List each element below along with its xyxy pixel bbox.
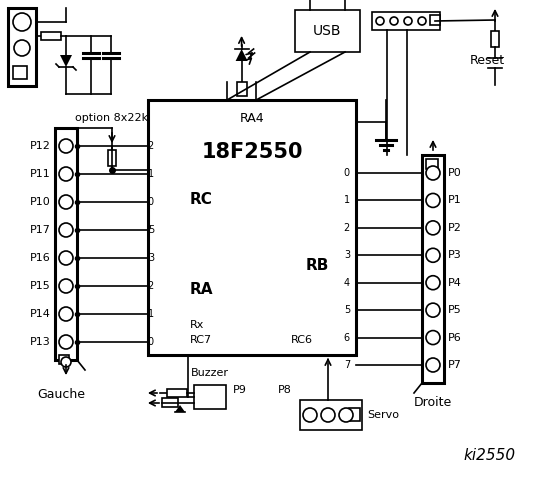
Circle shape [59, 335, 73, 349]
Text: 2: 2 [344, 223, 350, 233]
Bar [8, 8, 36, 86]
Text: P8: P8 [278, 385, 292, 395]
Text: 3: 3 [148, 253, 154, 263]
Bar [426, 159, 438, 169]
Polygon shape [60, 55, 72, 67]
Circle shape [59, 167, 73, 181]
Text: 2: 2 [148, 281, 154, 291]
Text: RC7: RC7 [190, 335, 212, 345]
Circle shape [426, 193, 440, 207]
Text: Droite: Droite [414, 396, 452, 409]
Bar [55, 128, 77, 360]
Circle shape [321, 408, 335, 422]
Circle shape [303, 408, 317, 422]
Circle shape [59, 223, 73, 237]
Circle shape [426, 358, 440, 372]
Text: 5: 5 [148, 225, 154, 235]
Circle shape [426, 248, 440, 262]
Polygon shape [236, 49, 248, 61]
Text: 0: 0 [148, 197, 154, 207]
Circle shape [376, 17, 384, 25]
Text: USB: USB [313, 24, 342, 38]
Text: 1: 1 [344, 195, 350, 205]
Text: Rx: Rx [190, 320, 205, 330]
Text: P6: P6 [448, 333, 462, 343]
Text: RC6: RC6 [291, 335, 313, 345]
Text: 1: 1 [148, 169, 154, 179]
Circle shape [426, 221, 440, 235]
Text: ki2550: ki2550 [464, 447, 516, 463]
Text: 1: 1 [148, 309, 154, 319]
Text: Gauche: Gauche [37, 388, 85, 401]
Text: 18F2550: 18F2550 [201, 142, 302, 162]
Text: P2: P2 [448, 223, 462, 233]
Circle shape [59, 279, 73, 293]
Circle shape [14, 40, 30, 56]
Text: P16: P16 [30, 253, 51, 263]
Text: Reset: Reset [469, 53, 504, 67]
Circle shape [426, 331, 440, 345]
Text: P9: P9 [233, 385, 247, 395]
Text: P1: P1 [448, 195, 462, 205]
Text: 2: 2 [148, 141, 154, 151]
Text: RA4: RA4 [239, 111, 264, 124]
Circle shape [59, 139, 73, 153]
Bar [300, 400, 362, 430]
Text: RA: RA [190, 283, 213, 298]
Circle shape [418, 17, 426, 25]
Circle shape [339, 408, 353, 422]
Bar [167, 389, 187, 397]
Bar [295, 10, 360, 52]
Text: option 8x22k: option 8x22k [75, 113, 149, 123]
Bar [41, 32, 61, 40]
Text: 5: 5 [344, 305, 350, 315]
Text: P15: P15 [30, 281, 51, 291]
Bar [13, 66, 27, 79]
Text: 0: 0 [344, 168, 350, 178]
Bar [108, 150, 116, 166]
Bar [430, 15, 440, 25]
Circle shape [61, 357, 71, 367]
Text: P5: P5 [448, 305, 462, 315]
Bar [59, 355, 69, 364]
Text: 0: 0 [148, 337, 154, 347]
Bar [349, 408, 360, 421]
Text: P4: P4 [448, 278, 462, 288]
Circle shape [13, 13, 31, 31]
Bar [162, 398, 178, 407]
Text: P17: P17 [30, 225, 51, 235]
Polygon shape [175, 405, 185, 412]
Bar [422, 155, 444, 383]
Text: P11: P11 [30, 169, 51, 179]
Circle shape [426, 276, 440, 290]
Circle shape [426, 166, 440, 180]
Text: 3: 3 [344, 250, 350, 260]
Text: P13: P13 [30, 337, 51, 347]
Text: P12: P12 [30, 141, 51, 151]
Text: P14: P14 [30, 309, 51, 319]
Bar [194, 385, 226, 409]
Text: Servo: Servo [367, 410, 399, 420]
Bar [237, 82, 247, 96]
Circle shape [59, 307, 73, 321]
Text: RC: RC [190, 192, 213, 207]
Text: P7: P7 [448, 360, 462, 370]
Text: 7: 7 [344, 360, 350, 370]
Text: P10: P10 [30, 197, 51, 207]
Text: P0: P0 [448, 168, 462, 178]
Bar [148, 100, 356, 355]
Circle shape [426, 303, 440, 317]
Text: 6: 6 [344, 333, 350, 343]
Circle shape [404, 17, 412, 25]
Text: RB: RB [306, 257, 330, 273]
Circle shape [59, 195, 73, 209]
Text: 4: 4 [344, 278, 350, 288]
Bar [372, 12, 440, 30]
Text: Buzzer: Buzzer [191, 368, 229, 378]
Circle shape [59, 251, 73, 265]
Circle shape [390, 17, 398, 25]
Bar [491, 31, 499, 47]
Text: P3: P3 [448, 250, 462, 260]
